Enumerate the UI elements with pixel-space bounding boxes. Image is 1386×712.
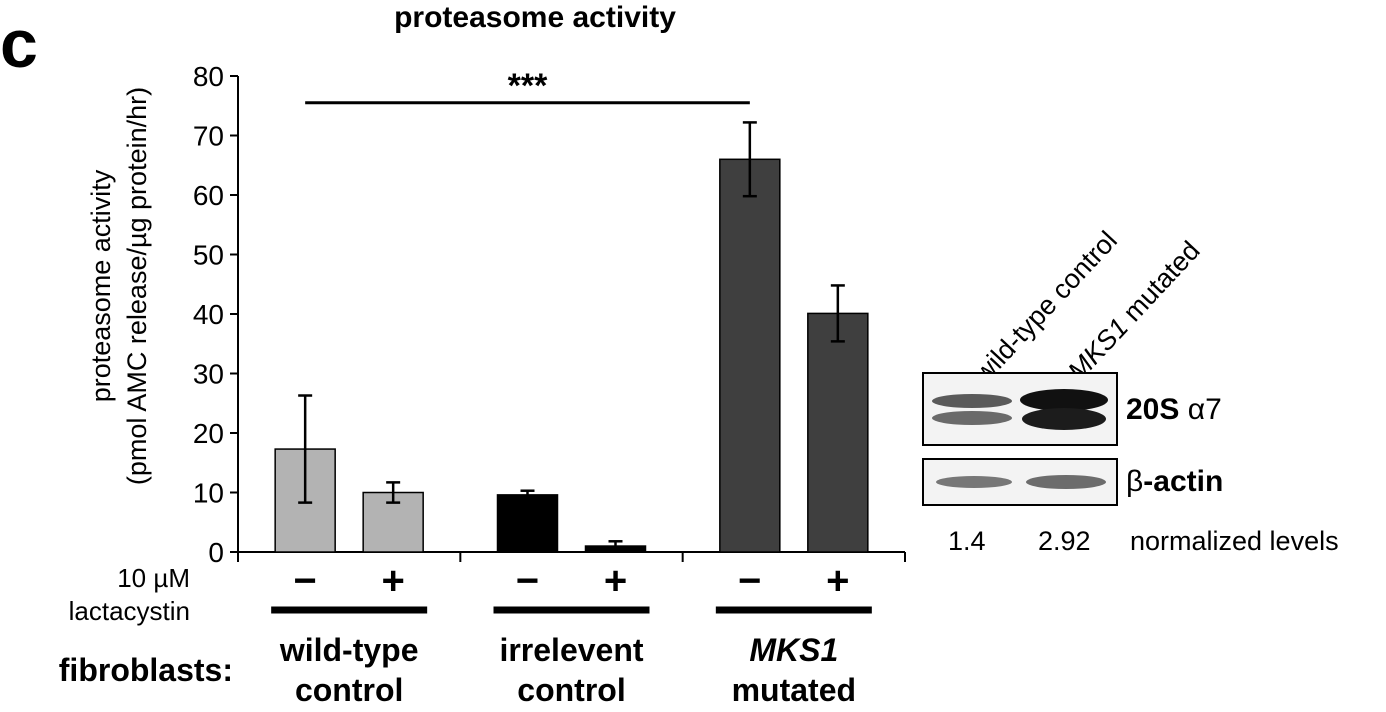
blot-20s-alpha7	[922, 372, 1118, 446]
row-label-fibroblasts: fibroblasts:	[59, 652, 233, 688]
treatment-symbol: −	[738, 559, 761, 603]
y-tick-label: 40	[193, 299, 224, 330]
x-labels-group: − + − + − + wild-type control irrelevent control M…	[59, 559, 872, 708]
significance-stars: ***	[508, 67, 548, 105]
y-tick-label: 60	[193, 180, 224, 211]
band-actin-wt	[936, 476, 1012, 488]
band-label-actin-symbol: β	[1126, 465, 1144, 498]
group-label-line2: control	[295, 672, 403, 708]
treatment-symbol: +	[604, 559, 627, 603]
y-tick-label: 30	[193, 359, 224, 390]
normalized-value-mks1: 2.92	[1038, 526, 1091, 556]
treatment-symbol: −	[516, 559, 539, 603]
band-mks1-lower	[1022, 408, 1106, 430]
group-label-line2: mutated	[732, 672, 856, 708]
group-label-line1: irrelevent	[499, 632, 643, 668]
treatment-symbol: −	[293, 559, 316, 603]
y-axis-label-line1: proteasome activity	[86, 169, 116, 402]
y-tick-label: 10	[193, 478, 224, 509]
band-label-20s-bold: 20S	[1126, 393, 1180, 426]
bar	[719, 158, 781, 553]
y-axis-label-line2: (pmol AMC release/µg protein/hr)	[122, 87, 152, 485]
blot-bands-20s	[932, 389, 1108, 430]
y-tick-label: 50	[193, 240, 224, 271]
bar	[496, 494, 559, 553]
y-tick-label: 80	[193, 61, 224, 92]
chart-title: proteasome activity	[394, 1, 676, 34]
treatment-label-line2: lactacystin	[69, 596, 190, 626]
normalized-value-wt: 1.4	[948, 526, 986, 556]
blot-bands-actin	[936, 475, 1106, 489]
group-label-line1: wild-type	[279, 632, 419, 668]
axes: 0 10 20 30 40 50 60 70 80	[193, 61, 906, 568]
y-tick-label: 0	[208, 537, 224, 568]
treatment-symbol: +	[381, 559, 404, 603]
band-mks1-upper	[1020, 389, 1108, 411]
band-label-20s: 20S α7	[1126, 393, 1222, 427]
normalized-levels-label: normalized levels	[1130, 526, 1339, 556]
blot-beta-actin	[922, 458, 1118, 506]
y-tick-label: 70	[193, 121, 224, 152]
band-wt-lower	[932, 411, 1012, 425]
y-tick-label: 20	[193, 418, 224, 449]
band-wt-upper	[932, 394, 1012, 408]
band-actin-mks1	[1026, 475, 1106, 489]
treatment-label-line1: 10 µM	[117, 563, 190, 593]
band-label-actin-bold: -actin	[1143, 465, 1224, 498]
band-label-actin: β-actin	[1126, 465, 1223, 499]
bars-group: ***	[274, 67, 869, 553]
group-label-line2: control	[517, 672, 625, 708]
treatment-symbol: +	[826, 559, 849, 603]
panel-letter: c	[0, 6, 38, 82]
bar	[807, 312, 869, 553]
band-label-20s-rest: α7	[1179, 393, 1222, 426]
group-label-line1: MKS1	[749, 632, 838, 668]
